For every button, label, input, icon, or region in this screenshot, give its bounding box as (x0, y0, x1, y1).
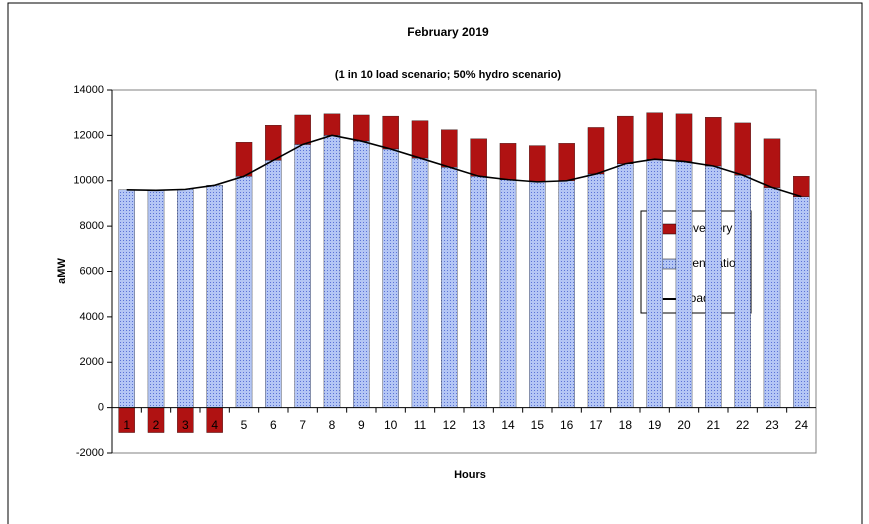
x-tick-label: 10 (384, 418, 398, 432)
x-tick-label: 3 (182, 418, 189, 432)
x-tick-label: 5 (241, 418, 248, 432)
bar (763, 138, 781, 188)
bar (382, 115, 399, 150)
bar (294, 144, 311, 408)
bar (265, 160, 282, 408)
bar (793, 176, 810, 197)
bar (177, 189, 194, 408)
y-tick-label: 8000 (80, 220, 104, 232)
bar (411, 157, 429, 408)
y-tick-label: -2000 (76, 447, 104, 459)
x-tick-label: 16 (560, 418, 574, 432)
bar (587, 173, 605, 408)
bar (235, 176, 253, 408)
bar (558, 143, 575, 181)
x-tick-label: 19 (648, 418, 662, 432)
bar (734, 122, 751, 176)
x-tick-label: 14 (501, 418, 515, 432)
y-tick-label: 12000 (73, 129, 104, 141)
x-tick-label: 4 (211, 418, 218, 432)
bar (793, 196, 810, 408)
y-tick-label: 14000 (73, 84, 104, 96)
y-tick-label: 2000 (80, 356, 104, 368)
bar (323, 135, 341, 408)
bar (441, 129, 458, 168)
bar (265, 125, 282, 161)
x-tick-label: 7 (299, 418, 306, 432)
x-tick-label: 18 (619, 418, 633, 432)
bar (323, 113, 341, 136)
bar (499, 143, 517, 180)
x-tick-label: 9 (358, 418, 365, 432)
x-axis-label: Hours (454, 469, 486, 481)
chart-subtitle: (1 in 10 load scenario; 50% hydro scenar… (335, 69, 562, 81)
chart-title: February 2019 (407, 25, 489, 39)
bar (529, 145, 546, 183)
bar (411, 120, 429, 159)
y-tick-label: 0 (98, 402, 104, 414)
x-tick-label: 23 (765, 418, 779, 432)
bar (441, 166, 458, 408)
bar (617, 163, 634, 408)
x-tick-label: 11 (414, 418, 427, 432)
bar (353, 114, 370, 142)
bar (558, 180, 575, 408)
x-tick-label: 12 (443, 418, 457, 432)
bar (499, 179, 517, 408)
bar (734, 174, 751, 408)
bar (470, 176, 487, 408)
bar (353, 140, 370, 408)
y-axis-label: aMW (56, 258, 68, 284)
x-tick-label: 21 (707, 418, 721, 432)
bar (617, 115, 634, 164)
bar (235, 142, 253, 177)
bar (646, 159, 663, 408)
y-tick-label: 6000 (80, 265, 104, 277)
x-tick-label: 15 (531, 418, 545, 432)
x-tick-label: 22 (736, 418, 750, 432)
bar (763, 187, 781, 408)
y-tick-label: 10000 (73, 175, 104, 187)
bar (147, 190, 165, 408)
bar (118, 189, 135, 408)
bar (587, 127, 605, 175)
x-tick-label: 2 (153, 418, 160, 432)
bar (675, 113, 693, 162)
x-tick-label: 24 (795, 418, 809, 432)
bar (705, 165, 722, 408)
bar (294, 114, 311, 145)
y-tick-label: 4000 (80, 311, 104, 323)
bar (529, 181, 546, 408)
bar (646, 112, 663, 160)
line (126, 134, 802, 198)
x-tick-label: 20 (677, 418, 691, 432)
x-tick-label: 6 (270, 418, 277, 432)
bar (206, 185, 223, 408)
bar (470, 138, 487, 177)
bar (675, 161, 693, 408)
x-tick-label: 17 (589, 418, 603, 432)
x-tick-label: 8 (329, 418, 336, 432)
x-tick-label: 13 (472, 418, 486, 432)
bar (705, 117, 722, 167)
x-tick-label: 1 (123, 418, 130, 432)
bar (382, 148, 399, 408)
